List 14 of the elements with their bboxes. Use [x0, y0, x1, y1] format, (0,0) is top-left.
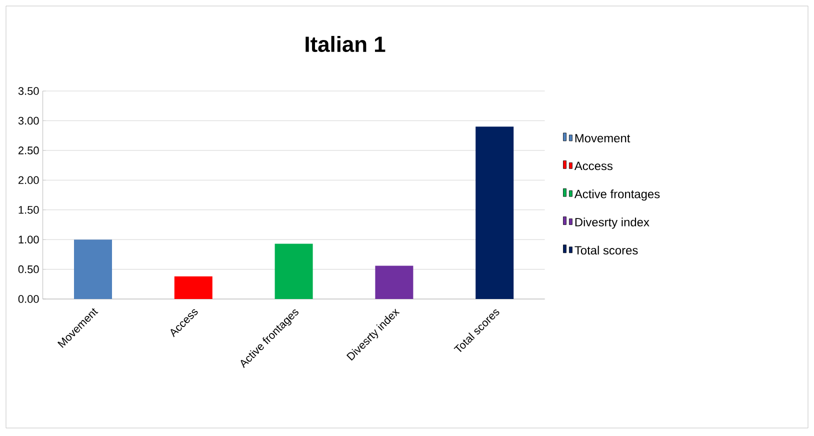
legend-label: Access	[574, 162, 613, 170]
y-tick-label: 1.50	[18, 206, 39, 214]
y-tick-label: 3.00	[18, 116, 39, 125]
legend-label: Divesrty index	[575, 218, 650, 229]
chart-title: Italian 1	[306, 36, 386, 52]
legend-label: Active frontages	[574, 189, 660, 201]
y-tick-label: 2.50	[18, 146, 39, 154]
y-tick-label: 1.00	[18, 236, 39, 244]
y-tick-label: 0.00	[18, 295, 39, 303]
y-tick-label: 2.00	[18, 176, 39, 184]
y-tick-label: 3.50	[18, 87, 39, 95]
legend-label: Total scores	[574, 246, 638, 255]
y-tick-label: 0.50	[18, 265, 39, 274]
legend-label: Movement	[575, 134, 630, 142]
